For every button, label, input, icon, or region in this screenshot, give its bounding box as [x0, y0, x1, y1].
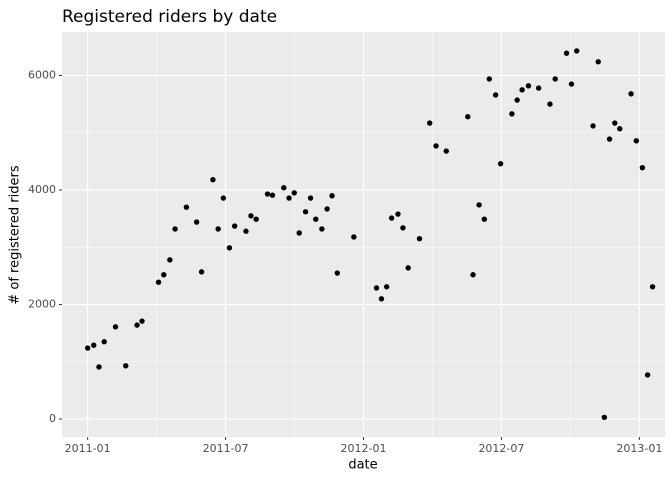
point	[91, 342, 97, 348]
point	[167, 257, 173, 263]
point	[286, 195, 292, 201]
point	[334, 270, 340, 276]
y-tick-label: 0	[49, 412, 56, 425]
point	[470, 272, 476, 278]
y-tick-label: 2000	[28, 298, 56, 311]
chart-title: Registered riders by date	[62, 7, 277, 27]
point	[639, 164, 646, 171]
point	[617, 126, 623, 132]
point	[405, 265, 411, 271]
point	[590, 123, 596, 129]
point	[134, 322, 140, 328]
point	[612, 120, 618, 126]
point	[514, 97, 520, 103]
point	[319, 226, 325, 232]
x-tick-label: 2011-01	[65, 442, 111, 455]
point	[183, 204, 190, 210]
point	[313, 216, 319, 222]
point	[231, 223, 238, 229]
point	[552, 76, 558, 82]
point	[329, 193, 335, 199]
x-axis-title: date	[348, 458, 377, 473]
point	[373, 285, 380, 291]
point	[633, 138, 640, 144]
point	[302, 209, 309, 215]
point	[649, 284, 656, 290]
point	[486, 76, 492, 82]
y-tick-label: 6000	[28, 69, 56, 82]
point	[443, 148, 449, 154]
point	[307, 195, 314, 201]
point	[96, 364, 102, 370]
point	[427, 120, 433, 126]
point	[161, 272, 167, 278]
x-tick-label: 2013-01	[616, 442, 662, 455]
point	[101, 339, 107, 345]
point	[395, 211, 401, 217]
point	[433, 143, 439, 149]
point	[574, 48, 580, 54]
point	[210, 177, 216, 183]
point	[601, 414, 608, 421]
x-tick-label: 2012-01	[341, 442, 387, 455]
point	[112, 324, 119, 330]
point	[535, 85, 542, 91]
y-tick-label: 4000	[28, 183, 56, 196]
point	[595, 59, 601, 65]
point	[525, 83, 532, 89]
y-axis-title: # of registered riders	[8, 165, 23, 304]
point	[568, 81, 575, 87]
point	[248, 213, 254, 219]
point	[84, 345, 91, 351]
point	[378, 296, 385, 302]
point	[465, 114, 471, 120]
point	[226, 245, 233, 251]
point	[388, 215, 395, 221]
point	[492, 92, 499, 98]
point	[281, 185, 287, 191]
point	[383, 284, 390, 290]
point	[139, 318, 145, 324]
point	[123, 363, 129, 369]
point	[155, 279, 162, 285]
point	[198, 269, 205, 275]
point	[563, 50, 570, 56]
point	[497, 160, 504, 167]
point	[215, 226, 221, 232]
point	[351, 234, 357, 240]
point	[547, 101, 553, 107]
x-tick-label: 2012-07	[478, 442, 524, 455]
point	[193, 219, 200, 225]
point	[172, 226, 178, 232]
point	[416, 235, 423, 242]
point	[264, 191, 271, 197]
point	[519, 87, 525, 93]
point	[481, 216, 488, 222]
point	[400, 225, 406, 231]
point	[324, 206, 330, 212]
point	[291, 190, 297, 196]
point	[476, 202, 482, 208]
point	[628, 91, 634, 97]
point	[269, 192, 276, 198]
point	[220, 195, 227, 201]
point	[606, 136, 613, 142]
point	[644, 372, 651, 378]
point	[509, 111, 515, 117]
point	[296, 230, 302, 236]
x-tick-label: 2011-07	[203, 442, 249, 455]
point	[243, 228, 249, 234]
point	[253, 216, 259, 222]
